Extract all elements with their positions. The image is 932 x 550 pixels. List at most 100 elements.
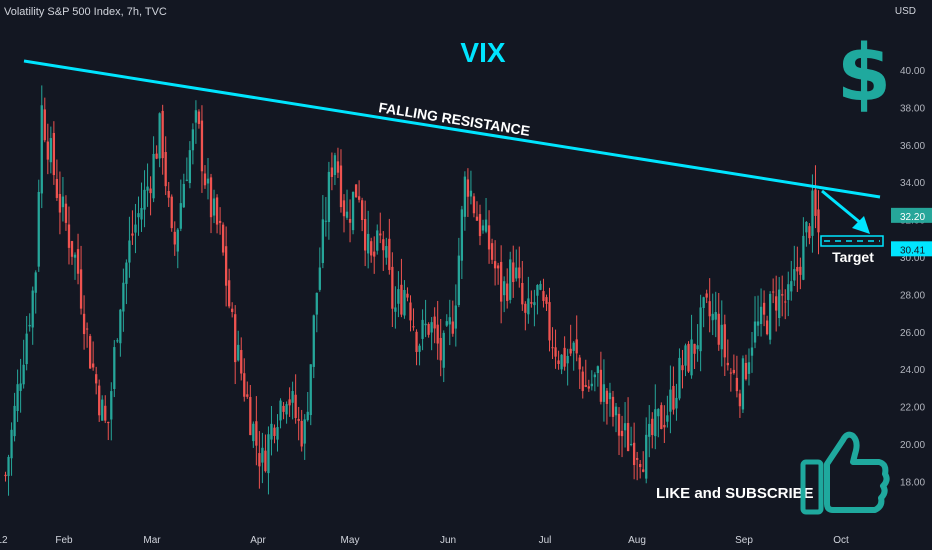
candle-body [215, 197, 219, 225]
candle-body [370, 241, 373, 256]
candle-body [345, 211, 349, 218]
candle-body [744, 362, 748, 380]
candle-body [645, 434, 648, 479]
candle-body [125, 262, 128, 284]
candle-body [566, 355, 569, 364]
candle-body [98, 385, 101, 416]
candle-body [170, 196, 173, 229]
candle-body [155, 153, 158, 159]
candle-body [756, 321, 760, 326]
target-label: Target [832, 249, 874, 265]
candle-body [533, 302, 536, 306]
candle-body [481, 225, 485, 231]
candle-body [161, 110, 164, 159]
candle-body [285, 404, 288, 415]
candle-body [373, 251, 376, 257]
price-axis[interactable]: 18.0020.0022.0024.0026.0028.0030.0032.00… [900, 66, 925, 488]
candle-body [342, 200, 346, 217]
candle-body [64, 203, 68, 223]
candle-body [657, 408, 660, 417]
y-tick-label: 18.00 [900, 477, 925, 488]
candle-body [793, 269, 796, 281]
candle-body [784, 301, 787, 303]
candle-body [539, 283, 542, 290]
candle-body [687, 343, 690, 372]
candle-body [584, 385, 587, 387]
candle-body [648, 423, 651, 437]
candle-body [536, 285, 539, 296]
candle-body [750, 347, 754, 356]
candle-body [31, 290, 34, 328]
time-axis[interactable]: 12 Feb Mar Apr May Jun Jul Aug Sep Oct [0, 535, 849, 546]
candle-body [76, 249, 80, 274]
candle-body [10, 429, 13, 459]
candle-body [421, 319, 424, 339]
candle-body [475, 216, 479, 221]
candle-body [672, 385, 675, 410]
candle-body [95, 374, 98, 384]
candle-body [152, 153, 155, 199]
currency-label: USD [894, 6, 916, 17]
candle-body [228, 280, 231, 307]
y-tick-label: 20.00 [900, 440, 925, 451]
candle-body [496, 265, 500, 269]
candle-body [593, 374, 596, 378]
candle-body [149, 188, 152, 194]
last-price-badge [891, 207, 932, 223]
y-tick-label: 22.00 [900, 403, 925, 414]
candle-body [252, 423, 255, 442]
candle-body [294, 394, 297, 418]
resistance-label: FALLING RESISTANCE [378, 99, 532, 139]
candle-body [632, 442, 636, 466]
candle-body [560, 354, 563, 370]
candle-body [590, 383, 593, 387]
candle-body [735, 377, 739, 392]
x-tick-label: Jun [440, 535, 456, 546]
candle-body [478, 214, 482, 237]
candle-body [762, 302, 766, 315]
candle-body [25, 333, 28, 365]
x-tick-label: May [341, 535, 360, 546]
candle-body [768, 293, 772, 340]
candle-body [587, 386, 590, 389]
candle-body [194, 110, 198, 123]
candle-body [28, 324, 31, 327]
candle-body [575, 339, 578, 354]
candle-body [143, 189, 146, 210]
candle-body [409, 302, 412, 321]
candle-body [642, 469, 645, 472]
candle-body [732, 369, 736, 374]
candle-body [524, 303, 527, 313]
target-arrow-head [852, 216, 870, 234]
candle-body [678, 357, 681, 399]
candle-body [681, 365, 684, 371]
candle-body [596, 366, 600, 374]
candle-body [775, 296, 778, 311]
x-tick-label: Feb [55, 535, 73, 546]
candle-body [218, 220, 222, 223]
candle-body [188, 150, 192, 184]
candle-body [551, 347, 554, 349]
candle-body [315, 292, 318, 315]
candle-body [212, 198, 216, 216]
y-tick-label: 34.00 [900, 178, 925, 189]
x-tick-label: Apr [250, 535, 266, 546]
candle-body [708, 301, 711, 317]
candle-body [255, 421, 258, 446]
candle-body [134, 224, 137, 233]
x-tick-label: Mar [143, 535, 161, 546]
candle-body [367, 233, 370, 254]
candle-body [173, 231, 176, 245]
candle-body [137, 213, 140, 218]
candle-body [246, 394, 249, 397]
candle-body [720, 324, 723, 350]
candle-body [814, 189, 817, 216]
candle-body [182, 183, 185, 208]
candle-body [55, 178, 59, 198]
candle-body [772, 291, 775, 293]
candle-body [258, 453, 261, 467]
candle-body [158, 113, 161, 159]
candle-body [46, 141, 49, 160]
candle-body [448, 317, 451, 325]
